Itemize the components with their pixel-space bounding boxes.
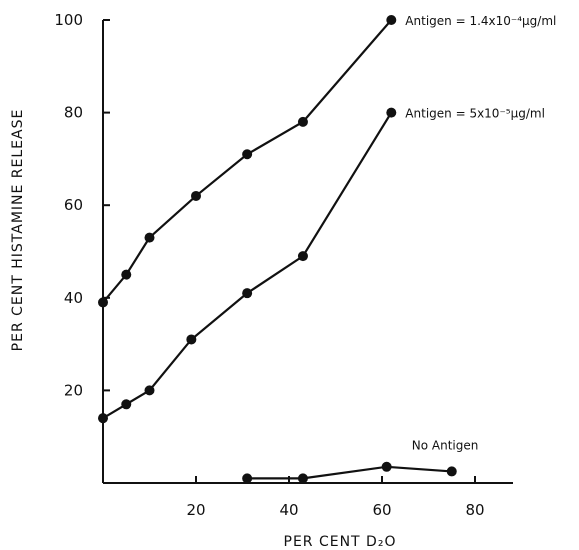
data-point <box>297 251 308 262</box>
data-point <box>242 473 253 484</box>
y-tick-label: 100 <box>54 11 83 29</box>
ticks: 20 40 60 80 100 20 40 60 80 <box>54 11 484 519</box>
x-axis-label: PER CENT D₂O <box>284 534 397 550</box>
series-line <box>102 19 393 304</box>
data-point <box>186 334 197 345</box>
data-point <box>297 473 308 484</box>
y-tick-label: 40 <box>64 289 83 307</box>
series-1: Antigen = 1.4x10⁻⁴µg/ml <box>98 14 556 308</box>
data-point <box>144 232 155 243</box>
series-label: Antigen = 1.4x10⁻⁴µg/ml <box>405 14 556 28</box>
data-point <box>98 297 108 308</box>
series-line <box>247 465 452 480</box>
series-label: Antigen = 5x10⁻⁵µg/ml <box>405 107 545 121</box>
y-tick-label: 80 <box>64 104 83 122</box>
data-point <box>386 15 397 25</box>
series-2: Antigen = 5x10⁻⁵µg/ml <box>98 107 545 424</box>
data-point <box>121 269 132 280</box>
data-point <box>297 116 308 127</box>
y-tick-label: 60 <box>64 196 83 214</box>
data-point <box>242 288 253 299</box>
axes <box>102 20 513 484</box>
x-tick-label: 40 <box>279 501 298 519</box>
data-point <box>121 399 132 410</box>
data-point <box>381 461 392 472</box>
x-tick-label: 80 <box>465 501 484 519</box>
data-point <box>191 190 201 201</box>
data-point <box>386 107 397 118</box>
x-tick-label: 20 <box>186 501 205 519</box>
series-3: No Antigen <box>242 438 479 484</box>
y-axis-label: PER CENT HISTAMINE RELEASE <box>10 109 26 352</box>
data-point <box>98 413 108 424</box>
series-layer: Antigen = 1.4x10⁻⁴µg/ml Antigen = 5x10⁻⁵µ… <box>98 14 556 484</box>
x-tick-label: 60 <box>372 501 391 519</box>
y-tick-label: 20 <box>64 381 83 399</box>
series-label: No Antigen <box>412 438 479 452</box>
data-point <box>242 149 253 160</box>
data-point <box>446 466 457 477</box>
data-point <box>144 385 155 396</box>
